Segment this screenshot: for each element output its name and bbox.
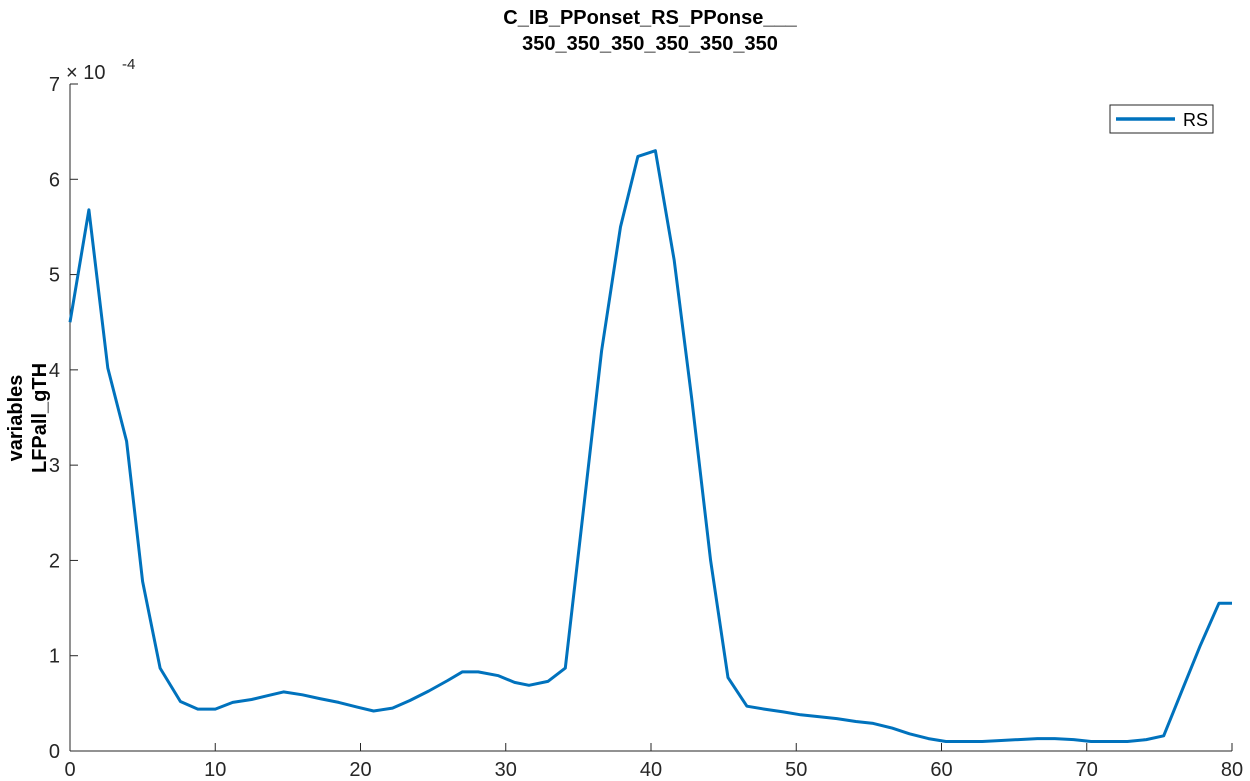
- y-tick-label: 1: [49, 646, 60, 668]
- x-tick-label: 0: [64, 759, 75, 781]
- x-axis-ticks: 0 10 20 30 40 50 60 70 80: [64, 743, 1243, 781]
- x-tick-label: 40: [640, 759, 662, 781]
- x-tick-label: 10: [204, 759, 226, 781]
- y-tick-label: 3: [49, 455, 60, 477]
- y-tick-label: 5: [49, 265, 60, 287]
- x-tick-label: 70: [1076, 759, 1098, 781]
- y-exponent-power: -4: [122, 56, 135, 73]
- series-layer: [68, 149, 1232, 743]
- y-axis-label-line2: LFPall_gTH: [29, 363, 51, 473]
- y-tick-label: 7: [49, 74, 60, 96]
- legend: RS: [1109, 104, 1214, 134]
- y-tick-label: 0: [49, 741, 60, 763]
- x-tick-label: 50: [785, 759, 807, 781]
- y-axis-ticks: 0 1 2 3 4 5 6 7: [49, 74, 78, 763]
- plot-axes: [69, 84, 1232, 752]
- x-tick-label: 80: [1221, 759, 1243, 781]
- x-tick-label: 60: [930, 759, 952, 781]
- x-tick-label: 30: [495, 759, 517, 781]
- y-axis-label-line1: variables: [5, 375, 27, 462]
- chart-title-line1: C_IB_PPonset_RS_PPonse___: [503, 7, 797, 29]
- series-line-rs: [68, 149, 1232, 743]
- chart-title-line2: 350_350_350_350_350_350: [522, 33, 778, 55]
- y-exponent-base: × 10: [66, 62, 105, 84]
- y-tick-label: 2: [49, 550, 60, 572]
- y-tick-label: 6: [49, 169, 60, 191]
- x-tick-label: 20: [349, 759, 371, 781]
- legend-label-rs: RS: [1183, 110, 1208, 130]
- y-tick-label: 4: [49, 360, 60, 382]
